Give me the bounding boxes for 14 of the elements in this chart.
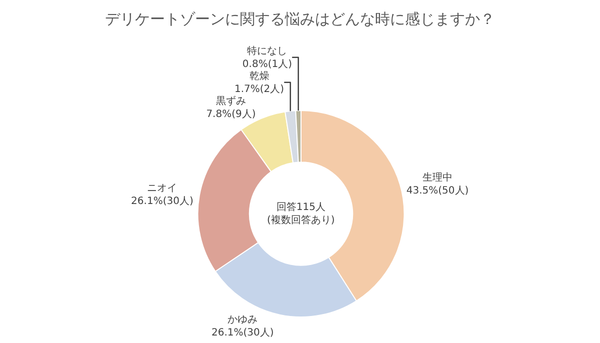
slice-label: ニオイ <box>147 182 178 194</box>
data-label: 26.1%(30人) <box>131 196 194 207</box>
slice-label: 乾燥 <box>249 70 270 82</box>
data-label: 7.8%(9人) <box>206 108 256 120</box>
slice-label: 特になし <box>247 44 288 57</box>
data-label: 1.7%(2人) <box>234 84 284 95</box>
slice-label: 生理中 <box>422 171 453 184</box>
text: 回答115人 (複数回答あり) <box>267 201 335 226</box>
data-label: 43.5%(50人) <box>406 185 469 196</box>
slice-label: 黒ずみ <box>216 94 246 107</box>
data-label: 0.8%(1人) <box>242 58 292 70</box>
slice-label: かゆみ <box>228 314 258 326</box>
data-label: 26.1%(30人) <box>211 327 274 338</box>
chart-title: デリケートゾーンに関する悩みはどんな時に感じますか？ <box>105 10 495 28</box>
